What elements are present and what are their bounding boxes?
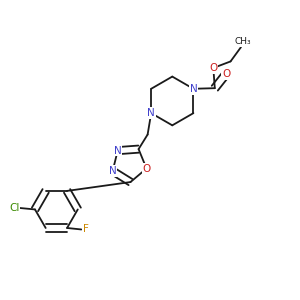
Text: N: N [109, 166, 117, 176]
Text: CH₃: CH₃ [234, 37, 251, 46]
Text: N: N [114, 146, 122, 156]
Text: F: F [82, 224, 88, 235]
Text: O: O [222, 69, 230, 79]
Text: O: O [209, 63, 218, 73]
Text: N: N [190, 84, 197, 94]
Text: O: O [142, 164, 151, 173]
Text: N: N [147, 108, 155, 118]
Text: Cl: Cl [9, 203, 20, 213]
